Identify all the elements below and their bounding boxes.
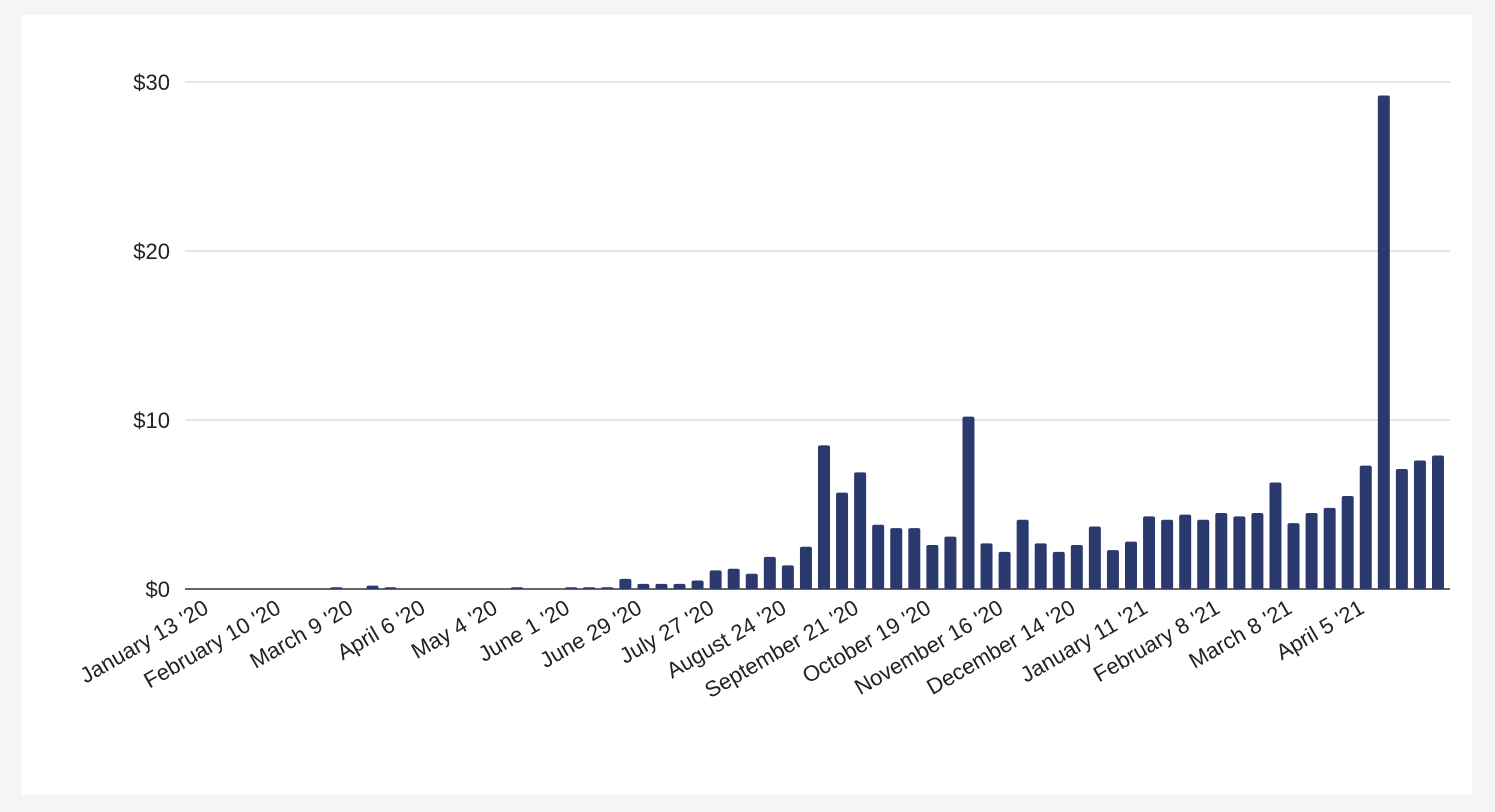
bar xyxy=(709,570,722,589)
y-tick-label: $20 xyxy=(133,239,170,264)
bar xyxy=(637,583,650,589)
bar xyxy=(818,445,830,589)
bar xyxy=(511,587,523,589)
bar xyxy=(691,580,704,589)
bar xyxy=(619,578,632,589)
bar xyxy=(1125,541,1137,589)
bar xyxy=(673,583,686,589)
bar xyxy=(763,556,776,589)
bar xyxy=(1305,512,1318,589)
bar xyxy=(1233,516,1246,589)
bar xyxy=(1215,512,1228,589)
bar xyxy=(727,568,740,589)
bar xyxy=(890,528,903,589)
y-tick-label: $10 xyxy=(133,408,170,433)
bar xyxy=(1161,519,1174,589)
bar xyxy=(1016,519,1029,589)
bar xyxy=(1395,469,1408,589)
bar xyxy=(384,587,397,589)
bar xyxy=(1143,516,1156,589)
bar xyxy=(854,472,867,589)
bar xyxy=(655,583,668,589)
bar xyxy=(565,587,578,589)
bar xyxy=(872,524,885,589)
bar xyxy=(1179,514,1192,589)
bar xyxy=(1197,519,1210,589)
bar xyxy=(1432,455,1444,589)
bar xyxy=(366,585,379,589)
bar xyxy=(799,546,812,589)
bar xyxy=(745,573,758,589)
bar xyxy=(1341,496,1354,589)
panel xyxy=(22,15,1472,795)
y-tick-label: $30 xyxy=(133,70,170,95)
bar xyxy=(962,416,975,589)
bar xyxy=(1106,550,1119,589)
bar xyxy=(1413,460,1426,589)
bar xyxy=(1052,551,1065,589)
bar xyxy=(1269,482,1282,589)
bar xyxy=(1251,512,1264,589)
bar xyxy=(1088,526,1101,589)
bar xyxy=(926,545,939,589)
bar xyxy=(1359,465,1372,589)
bar xyxy=(944,536,957,589)
y-tick-label: $0 xyxy=(146,577,170,602)
bar xyxy=(836,492,849,589)
bar xyxy=(601,587,614,589)
bar xyxy=(1323,507,1336,589)
bar xyxy=(998,551,1011,589)
bar xyxy=(908,528,921,589)
bar xyxy=(781,565,794,589)
bar xyxy=(583,587,596,589)
bar xyxy=(980,543,993,589)
bar xyxy=(1034,543,1047,589)
bar xyxy=(1377,95,1390,590)
bar xyxy=(1287,523,1300,589)
bar xyxy=(1070,545,1083,589)
bar xyxy=(330,587,343,589)
